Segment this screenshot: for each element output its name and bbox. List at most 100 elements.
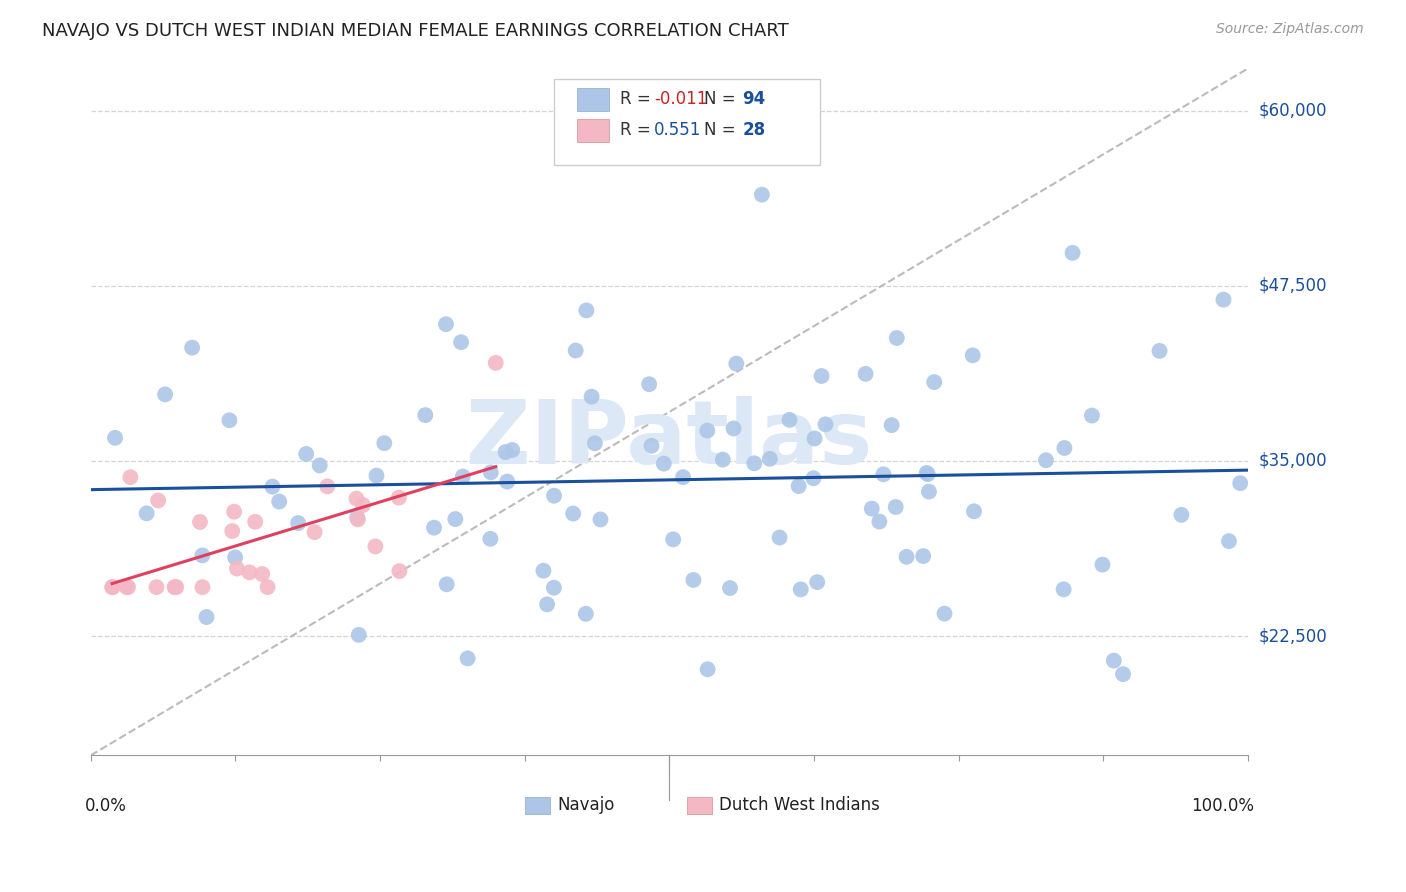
- Text: Source: ZipAtlas.com: Source: ZipAtlas.com: [1216, 22, 1364, 37]
- Point: [226, 561, 249, 575]
- Point: [444, 512, 467, 526]
- Point: [696, 662, 718, 676]
- Point: [145, 580, 167, 594]
- Point: [682, 573, 704, 587]
- Point: [191, 580, 214, 594]
- Point: [218, 413, 240, 427]
- Point: [117, 580, 139, 594]
- FancyBboxPatch shape: [554, 78, 820, 165]
- Point: [224, 550, 246, 565]
- Point: [479, 532, 502, 546]
- Point: [533, 564, 555, 578]
- Point: [316, 479, 339, 493]
- Point: [304, 525, 326, 540]
- Point: [810, 369, 832, 384]
- Point: [269, 494, 291, 508]
- Text: $35,000: $35,000: [1258, 452, 1327, 470]
- Point: [803, 432, 825, 446]
- Point: [543, 581, 565, 595]
- Text: ZIPatlas: ZIPatlas: [467, 396, 873, 483]
- Point: [501, 442, 523, 457]
- FancyBboxPatch shape: [576, 120, 609, 142]
- Text: 94: 94: [742, 90, 765, 109]
- Point: [373, 436, 395, 450]
- Point: [662, 533, 685, 547]
- Point: [153, 387, 176, 401]
- Point: [101, 580, 124, 594]
- Text: -0.011: -0.011: [654, 90, 707, 109]
- Text: N =: N =: [704, 90, 741, 109]
- Text: $22,500: $22,500: [1258, 627, 1327, 645]
- FancyBboxPatch shape: [576, 88, 609, 112]
- Point: [1229, 476, 1251, 491]
- Point: [790, 582, 813, 597]
- Point: [346, 491, 368, 506]
- Point: [434, 317, 457, 331]
- Point: [295, 447, 318, 461]
- Text: 0.551: 0.551: [654, 121, 702, 139]
- Point: [543, 489, 565, 503]
- Point: [640, 439, 662, 453]
- Point: [308, 458, 330, 473]
- FancyBboxPatch shape: [524, 797, 550, 814]
- Point: [479, 465, 502, 479]
- Point: [718, 581, 741, 595]
- Point: [1170, 508, 1192, 522]
- Point: [256, 580, 278, 594]
- Point: [238, 566, 260, 580]
- Text: $60,000: $60,000: [1258, 102, 1327, 120]
- Point: [195, 610, 218, 624]
- Text: 100.0%: 100.0%: [1191, 797, 1254, 814]
- Point: [1218, 534, 1240, 549]
- FancyBboxPatch shape: [686, 797, 711, 814]
- Point: [915, 466, 938, 480]
- Point: [575, 303, 598, 318]
- Point: [536, 598, 558, 612]
- Text: Navajo: Navajo: [557, 797, 614, 814]
- Point: [589, 512, 612, 526]
- Point: [485, 356, 508, 370]
- Point: [922, 375, 945, 389]
- Point: [287, 516, 309, 530]
- Point: [221, 524, 243, 538]
- Point: [115, 580, 138, 594]
- Point: [165, 580, 187, 594]
- Point: [146, 493, 169, 508]
- Point: [778, 413, 800, 427]
- Point: [120, 470, 142, 484]
- Point: [163, 580, 186, 594]
- Text: 28: 28: [742, 121, 765, 139]
- Point: [803, 471, 825, 485]
- Point: [457, 651, 479, 665]
- Point: [806, 575, 828, 590]
- Point: [451, 469, 474, 483]
- Point: [181, 341, 204, 355]
- Point: [880, 418, 903, 433]
- Point: [250, 567, 273, 582]
- Text: 0.0%: 0.0%: [84, 797, 127, 814]
- Point: [751, 187, 773, 202]
- Text: R =: R =: [620, 90, 655, 109]
- Point: [165, 580, 187, 594]
- Point: [135, 506, 157, 520]
- Point: [896, 549, 918, 564]
- Point: [855, 367, 877, 381]
- Point: [872, 467, 894, 482]
- Point: [188, 515, 211, 529]
- Point: [917, 467, 939, 481]
- Point: [696, 424, 718, 438]
- Point: [742, 456, 765, 470]
- Point: [711, 452, 734, 467]
- Point: [496, 475, 519, 489]
- Point: [884, 500, 907, 514]
- Point: [1102, 654, 1125, 668]
- Point: [814, 417, 837, 432]
- Point: [963, 504, 986, 518]
- Point: [436, 577, 458, 591]
- Point: [366, 468, 388, 483]
- Point: [1053, 441, 1076, 455]
- Point: [224, 505, 246, 519]
- Point: [1149, 343, 1171, 358]
- Point: [388, 491, 411, 505]
- Point: [101, 580, 124, 594]
